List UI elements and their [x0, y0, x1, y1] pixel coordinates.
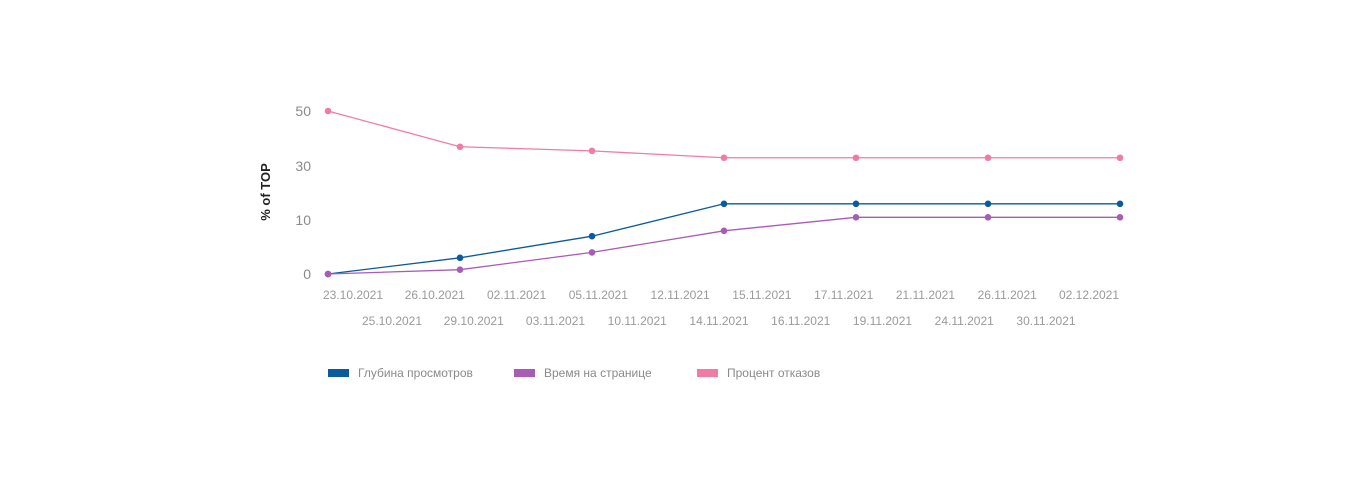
- x-tick-label: 15.11.2021: [732, 288, 791, 302]
- x-tick-label: 29.10.2021: [444, 314, 504, 328]
- y-tick-label: 10: [295, 212, 311, 228]
- data-point: [456, 143, 464, 151]
- data-point: [588, 249, 596, 256]
- legend: Глубина просмотров Время на странице Проце…: [328, 366, 820, 380]
- x-tick-label: 05.11.2021: [569, 288, 628, 302]
- x-tick-label: 30.11.2021: [1016, 314, 1075, 328]
- y-tick-label: 0: [303, 266, 311, 282]
- legend-swatch: [514, 369, 535, 377]
- x-tick-label: 14.11.2021: [689, 314, 748, 328]
- x-tick-label: 03.11.2021: [526, 314, 585, 328]
- x-axis-ticks: 23.10.2021 26.10.2021 02.11.2021 05.11.2021…: [323, 288, 1119, 328]
- x-tick-label: 26.11.2021: [978, 288, 1037, 302]
- series-line: [327, 110, 1120, 159]
- legend-label: Процент отказов: [727, 366, 820, 380]
- y-tick-label: 50: [295, 103, 311, 119]
- series-lines: [327, 110, 1120, 275]
- legend-label: Время на странице: [544, 366, 652, 380]
- legend-swatch: [328, 369, 349, 377]
- data-point: [324, 270, 332, 278]
- y-axis-label: % of TOP: [258, 163, 273, 221]
- data-point: [984, 214, 992, 221]
- data-point: [456, 266, 464, 273]
- x-tick-label: 21.11.2021: [896, 288, 955, 302]
- x-tick-label: 02.11.2021: [487, 288, 546, 302]
- legend-swatch: [697, 369, 718, 377]
- series-line: [327, 216, 1120, 275]
- legend-label: Глубина просмотров: [358, 366, 473, 380]
- data-point: [852, 200, 860, 208]
- data-point: [588, 147, 596, 155]
- x-tick-label: 25.10.2021: [362, 314, 422, 328]
- data-point: [852, 154, 860, 162]
- y-axis-ticks: 0 10 30 50: [295, 103, 311, 282]
- data-point: [984, 200, 992, 208]
- y-tick-label: 30: [295, 158, 311, 174]
- x-tick-label: 17.11.2021: [814, 288, 873, 302]
- data-point: [852, 214, 860, 221]
- data-point: [324, 107, 332, 115]
- x-tick-label: 19.11.2021: [853, 314, 912, 328]
- data-point: [984, 154, 992, 162]
- data-point: [456, 254, 464, 262]
- series-line: [327, 203, 1120, 275]
- x-tick-label: 02.12.2021: [1059, 288, 1119, 302]
- x-tick-label: 26.10.2021: [405, 288, 465, 302]
- data-point: [720, 227, 728, 235]
- series-points: [324, 107, 1124, 278]
- x-tick-label: 16.11.2021: [771, 314, 830, 328]
- x-tick-label: 24.11.2021: [935, 314, 994, 328]
- data-point: [720, 154, 728, 162]
- data-point: [720, 200, 728, 208]
- data-point: [1116, 154, 1124, 162]
- data-point: [1116, 214, 1124, 221]
- data-point: [588, 232, 596, 240]
- x-tick-label: 23.10.2021: [323, 288, 383, 302]
- x-tick-label: 12.11.2021: [651, 288, 710, 302]
- data-point: [1116, 200, 1124, 208]
- x-tick-label: 10.11.2021: [608, 314, 667, 328]
